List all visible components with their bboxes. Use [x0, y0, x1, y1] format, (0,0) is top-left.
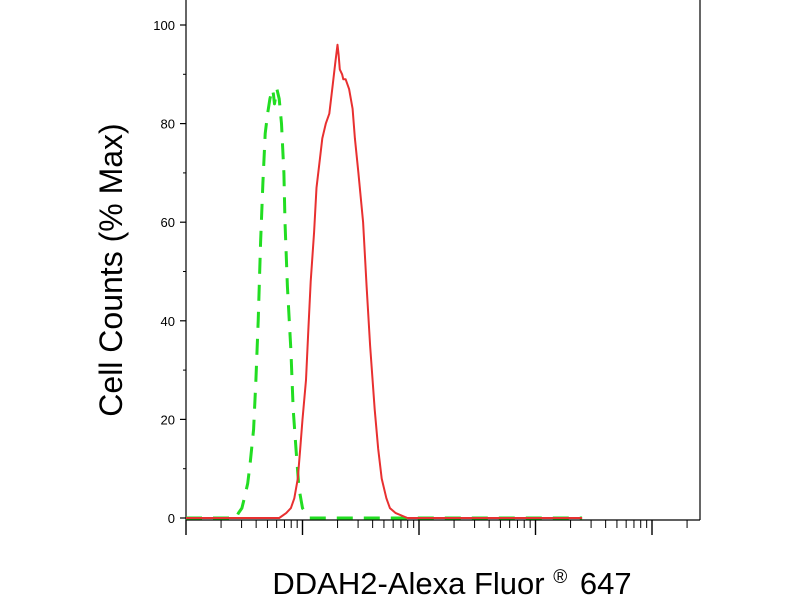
x-axis-title: DDAH2-Alexa Fluor ® 647	[272, 555, 631, 600]
y-axis-title: Cell Counts (% Max)	[93, 123, 129, 416]
series-layer	[186, 43, 583, 520]
y-tick-label: 40	[161, 314, 175, 329]
y-tick-label: 100	[153, 18, 175, 33]
y-tick-label: 20	[161, 412, 175, 427]
x-axis-title-end: 647	[580, 566, 632, 600]
y-axis-ticks: 0 20 40 60 80 100	[153, 18, 186, 526]
x-axis-title-superscript: ®	[553, 567, 567, 588]
x-axis-title-main: DDAH2-Alexa Fluor	[272, 566, 544, 600]
y-tick-label: 0	[168, 511, 175, 526]
y-tick-label: 60	[161, 215, 175, 230]
x-axis-ticks	[185, 520, 688, 535]
y-tick-label: 80	[161, 117, 175, 132]
series-line-solid	[186, 43, 583, 519]
series-line-dashed	[186, 87, 583, 520]
plot-frame	[185, 0, 701, 521]
